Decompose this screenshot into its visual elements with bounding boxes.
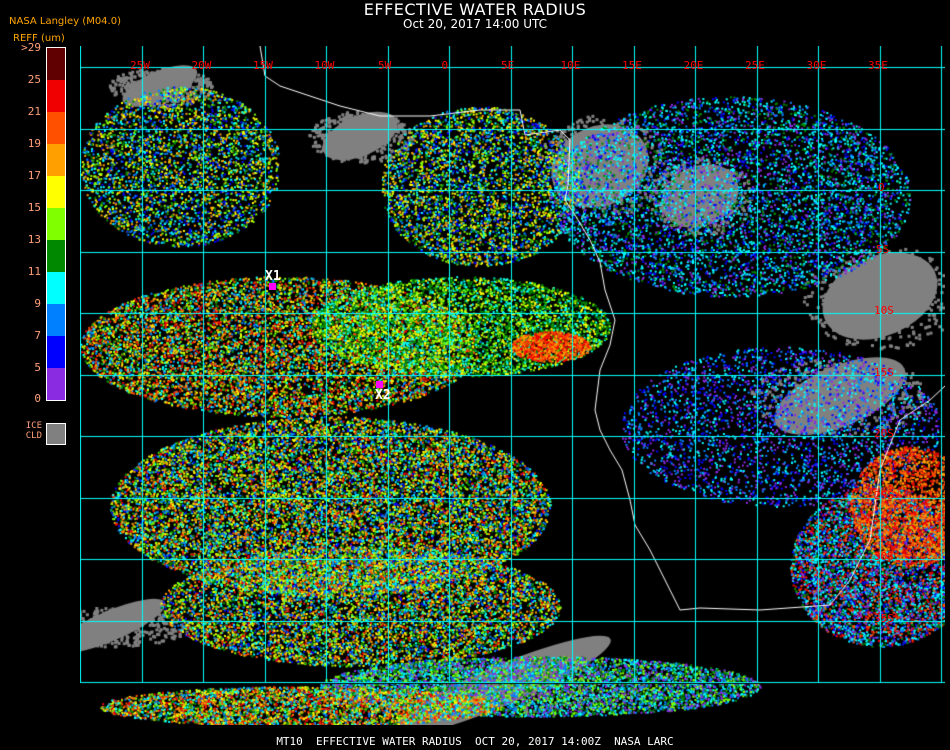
latitude-label: 30S (874, 550, 894, 563)
scale-tick-label: 19 (27, 137, 41, 150)
color-bin (47, 112, 65, 144)
brand-label: NASA Langley (M04.0) (9, 16, 121, 27)
longitude-label: 25E (745, 59, 765, 72)
latitude-label: 5S (876, 242, 890, 256)
scale-tick-label: 5 (34, 361, 41, 374)
latitude-label: 35S (874, 611, 894, 625)
marker-x2-point (376, 381, 383, 388)
scale-tick-label: 7 (34, 329, 41, 342)
color-bin (47, 80, 65, 112)
longitude-label: 35E (868, 59, 888, 72)
ice-label-line2: CLD (25, 431, 42, 441)
scale-tick-label: 13 (27, 233, 41, 246)
scale-tick-label: 17 (27, 169, 41, 182)
scale-tick-label: >29 (21, 41, 41, 54)
latitude-label: 10S (874, 304, 894, 317)
satellite-cloud-map (80, 46, 945, 725)
color-bin (47, 304, 65, 336)
color-bin (47, 336, 65, 368)
latitude-label: 15S (874, 365, 894, 379)
longitude-label: 5W (378, 59, 392, 72)
map-title: EFFECTIVE WATER RADIUS (363, 0, 587, 19)
color-scale-bar (46, 47, 66, 401)
ice-label-line1: ICE (25, 421, 42, 431)
longitude-label: 10W (314, 59, 335, 72)
color-bin (47, 368, 65, 400)
scale-tick-label: 9 (34, 297, 41, 310)
color-bin (47, 144, 65, 176)
longitude-label: 15E (622, 59, 642, 72)
color-bin (47, 272, 65, 304)
longitude-label: 20E (683, 59, 704, 72)
ice-cloud-swatch (46, 423, 66, 445)
longitude-label: 0 (441, 59, 449, 72)
scale-tick-label: 15 (27, 201, 41, 214)
latitude-label: 25S (874, 488, 894, 502)
longitude-label: 10E (560, 59, 581, 72)
marker-x2-label: X2 (375, 388, 391, 403)
ice-cloud-label: ICE CLD (20, 421, 42, 441)
latitude-label: 0 (878, 181, 885, 194)
marker-x1-point (269, 283, 276, 290)
longitude-label: 5E (501, 59, 515, 72)
longitude-label: 25W (130, 59, 150, 72)
scale-tick-label: 21 (27, 105, 41, 118)
latitude-label: 20S (874, 427, 894, 440)
color-bin (47, 240, 65, 272)
map-timestamp: Oct 20, 2017 14:00 UTC (403, 17, 547, 31)
longitude-label: 30E (806, 59, 827, 72)
legend-unit-label: REFF (um) (13, 33, 65, 44)
scale-tick-label: 11 (27, 265, 41, 278)
scale-tick-label: 25 (27, 73, 41, 86)
scale-tick-label: 0 (34, 392, 41, 405)
color-bin (47, 48, 65, 80)
longitude-label: 15W (253, 59, 273, 72)
color-bin (47, 176, 65, 208)
footer-caption: MT10 EFFECTIVE WATER RADIUS OCT 20, 2017… (276, 735, 674, 748)
color-bin (47, 208, 65, 240)
longitude-label: 20W (191, 59, 212, 72)
marker-x1-label: X1 (265, 269, 281, 284)
